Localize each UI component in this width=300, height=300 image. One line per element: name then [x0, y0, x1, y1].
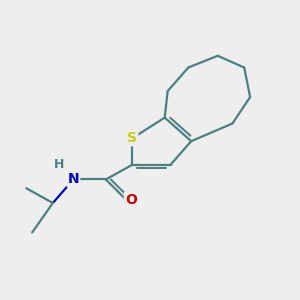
Text: S: S [127, 131, 137, 145]
Text: N: N [68, 172, 79, 186]
Text: H: H [53, 158, 64, 171]
Text: O: O [125, 193, 137, 207]
